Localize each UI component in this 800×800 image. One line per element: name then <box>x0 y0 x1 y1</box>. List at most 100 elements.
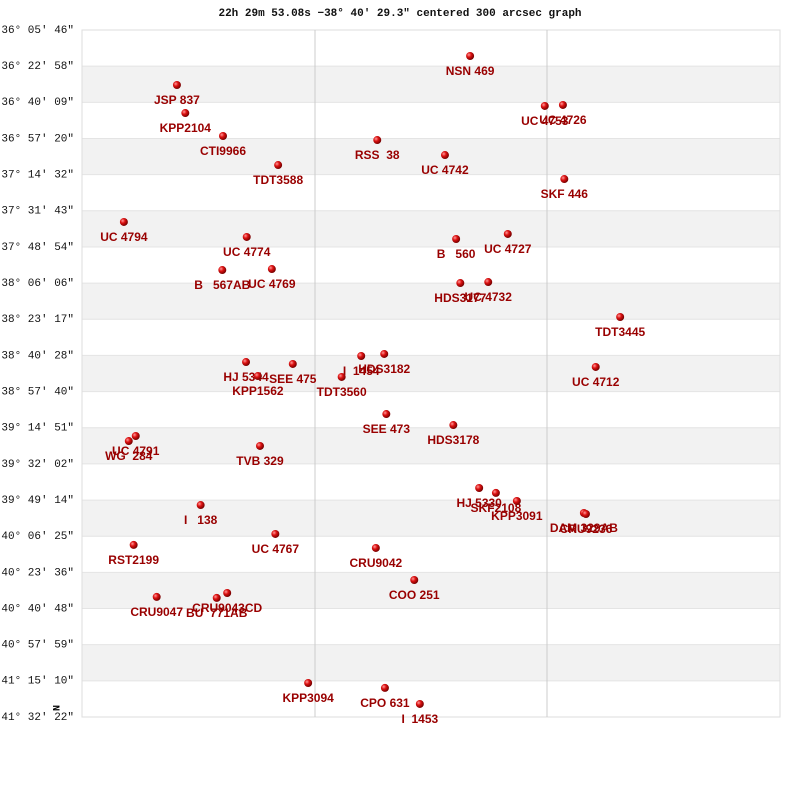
star-label: UC 4794 <box>100 230 148 244</box>
star-label: B 560 <box>437 247 476 261</box>
star-label: NSN 469 <box>446 64 495 78</box>
star <box>591 362 600 371</box>
star <box>491 488 500 497</box>
star <box>218 266 227 275</box>
star-label: CPO 631 <box>360 696 410 710</box>
star <box>357 351 366 360</box>
star <box>484 278 493 287</box>
star <box>380 349 389 358</box>
star <box>503 229 512 238</box>
y-tick-label: -39° 49' 14" <box>0 495 74 507</box>
star-label: WG 284 <box>105 449 153 463</box>
star-label: UC 4712 <box>572 375 620 389</box>
star <box>131 432 140 441</box>
star-label: RST2199 <box>108 553 159 567</box>
star <box>560 175 569 184</box>
y-tick-label: -38° 23' 17" <box>0 314 74 326</box>
north-indicator: N <box>53 705 64 711</box>
star-label: SEE 473 <box>363 422 411 436</box>
y-tick-label: -38° 40' 28" <box>0 350 74 362</box>
star-label: I 1454 <box>343 364 380 378</box>
star-label: BU 771AB <box>186 606 248 620</box>
grid-band <box>82 355 780 392</box>
star-label: UC 4791 <box>112 444 160 458</box>
star-label: CRU9236 <box>560 522 613 536</box>
star-label: I 1453 <box>401 712 438 726</box>
star <box>196 501 205 510</box>
star <box>271 529 280 538</box>
star <box>255 441 264 450</box>
star <box>267 265 276 274</box>
star-label: TDT3445 <box>595 325 645 339</box>
y-tick-label: -38° 06' 06" <box>0 278 74 290</box>
star <box>512 497 521 506</box>
star <box>558 100 567 109</box>
star <box>274 161 283 170</box>
star-label: DAM 329AB <box>550 521 618 535</box>
chart-title: 22h 29m 53.08s −38° 40′ 29.3" centered 3… <box>218 8 581 20</box>
star <box>181 109 190 118</box>
grid-band <box>82 138 780 175</box>
star <box>440 151 449 160</box>
grid-band <box>82 644 780 681</box>
star-label: UC 4769 <box>248 277 296 291</box>
star <box>415 699 424 708</box>
y-tick-label: -41° 32' 22" <box>0 712 74 724</box>
star <box>253 372 262 381</box>
y-tick-label: -36° 40' 09" <box>0 97 74 109</box>
star <box>540 101 549 110</box>
star-label: B 567AB <box>194 278 250 292</box>
star <box>223 589 232 598</box>
star <box>475 484 484 493</box>
star-label: HJ 5344 <box>223 370 269 384</box>
star-label: COO 251 <box>389 588 440 602</box>
star <box>581 510 590 519</box>
y-tick-label: -37° 48' 54" <box>0 242 74 254</box>
star-label: KPP1562 <box>232 384 284 398</box>
star <box>373 136 382 145</box>
star-label: I 138 <box>184 513 218 527</box>
y-tick-label: -37° 31' 43" <box>0 206 74 218</box>
y-tick-label: -39° 32' 02" <box>0 459 74 471</box>
star <box>288 359 297 368</box>
star <box>380 683 389 692</box>
star-label: TDT3588 <box>253 173 303 187</box>
grid-band <box>82 427 780 464</box>
star-label: SEE 475 <box>269 372 317 386</box>
star <box>304 678 313 687</box>
star <box>152 592 161 601</box>
star <box>382 410 391 419</box>
star-label: UC 4727 <box>484 242 532 256</box>
star-label: HDS3178 <box>427 433 479 447</box>
star <box>242 232 251 241</box>
star <box>452 234 461 243</box>
y-tick-label: -40° 40' 48" <box>0 603 74 615</box>
star-label: HDS3182 <box>358 362 410 376</box>
y-tick-label: -36° 22' 58" <box>0 61 74 73</box>
grid-band <box>82 283 780 320</box>
star <box>129 540 138 549</box>
y-tick-label: -40° 23' 36" <box>0 567 74 579</box>
star-label: UC 4742 <box>421 163 469 177</box>
star-label: UC 4767 <box>252 542 300 556</box>
star-label: SKF2108 <box>471 501 522 515</box>
star-label: UC 4732 <box>465 290 513 304</box>
star-label: HJ 5330 <box>456 496 502 510</box>
star <box>119 217 128 226</box>
y-tick-label: -37° 14' 32" <box>0 170 74 182</box>
star-label: TVB 329 <box>236 454 284 468</box>
star-label: CRU9047 <box>130 605 183 619</box>
star-label: CRU9043CD <box>192 601 262 615</box>
grid-band <box>82 572 780 609</box>
star-label: UC 4726 <box>539 113 587 127</box>
star <box>616 312 625 321</box>
star <box>242 358 251 367</box>
grid-band <box>82 210 780 247</box>
y-tick-label: -38° 57' 40" <box>0 386 74 398</box>
star-label: CRU9042 <box>350 556 403 570</box>
star <box>449 421 458 430</box>
star-label: KPP3091 <box>491 509 543 523</box>
y-tick-label: -39° 14' 51" <box>0 423 74 435</box>
star-label: KPP2104 <box>160 121 212 135</box>
